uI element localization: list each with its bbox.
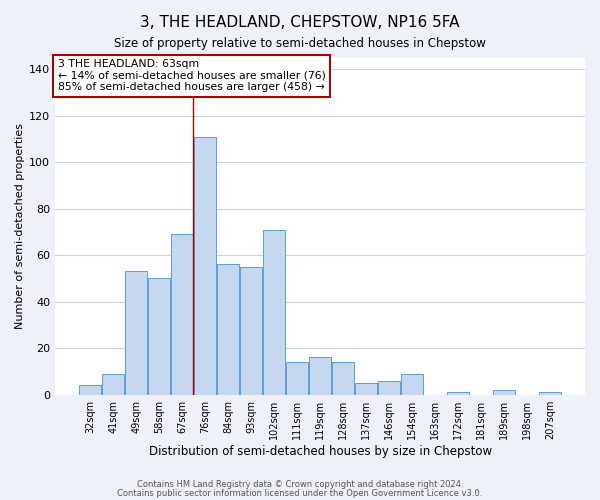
- Bar: [355, 383, 377, 394]
- Text: 3 THE HEADLAND: 63sqm
← 14% of semi-detached houses are smaller (76)
85% of semi: 3 THE HEADLAND: 63sqm ← 14% of semi-deta…: [58, 59, 326, 92]
- Bar: [401, 374, 423, 394]
- X-axis label: Distribution of semi-detached houses by size in Chepstow: Distribution of semi-detached houses by …: [149, 444, 491, 458]
- Text: Size of property relative to semi-detached houses in Chepstow: Size of property relative to semi-detach…: [114, 38, 486, 51]
- Bar: [194, 136, 216, 394]
- Text: Contains HM Land Registry data © Crown copyright and database right 2024.: Contains HM Land Registry data © Crown c…: [137, 480, 463, 489]
- Bar: [447, 392, 469, 394]
- Bar: [286, 362, 308, 394]
- Text: 3, THE HEADLAND, CHEPSTOW, NP16 5FA: 3, THE HEADLAND, CHEPSTOW, NP16 5FA: [140, 15, 460, 30]
- Bar: [332, 362, 354, 394]
- Bar: [263, 230, 285, 394]
- Bar: [148, 278, 170, 394]
- Bar: [125, 272, 147, 394]
- Y-axis label: Number of semi-detached properties: Number of semi-detached properties: [15, 123, 25, 329]
- Bar: [79, 386, 101, 394]
- Text: Contains public sector information licensed under the Open Government Licence v3: Contains public sector information licen…: [118, 488, 482, 498]
- Bar: [539, 392, 561, 394]
- Bar: [102, 374, 124, 394]
- Bar: [493, 390, 515, 394]
- Bar: [240, 267, 262, 394]
- Bar: [309, 358, 331, 395]
- Bar: [217, 264, 239, 394]
- Bar: [171, 234, 193, 394]
- Bar: [378, 381, 400, 394]
